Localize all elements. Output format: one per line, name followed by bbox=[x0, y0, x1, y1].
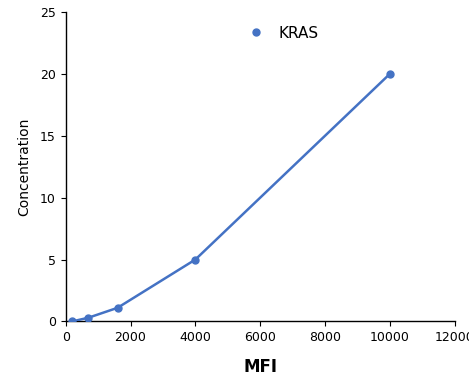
Y-axis label: Concentration: Concentration bbox=[18, 118, 32, 216]
KRAS bbox=[69, 319, 75, 324]
X-axis label: MFI: MFI bbox=[243, 358, 277, 376]
KRAS bbox=[115, 305, 121, 310]
Line: KRAS: KRAS bbox=[68, 70, 393, 325]
KRAS bbox=[387, 71, 393, 76]
Legend: KRAS: KRAS bbox=[234, 19, 325, 47]
KRAS bbox=[193, 257, 198, 262]
KRAS bbox=[85, 316, 91, 320]
